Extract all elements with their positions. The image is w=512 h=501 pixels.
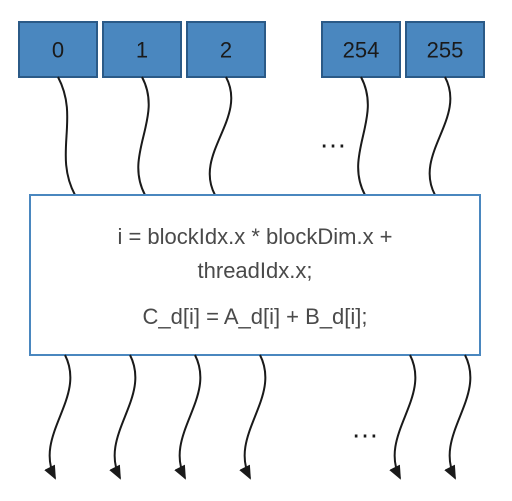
arrow-bottom-1 bbox=[115, 355, 136, 478]
thread-box-2-label: 2 bbox=[220, 37, 232, 62]
thread-box-255-label: 255 bbox=[427, 37, 464, 62]
ellipsis-top: … bbox=[319, 122, 347, 153]
arrow-bottom-0 bbox=[50, 355, 71, 478]
code-line-2: C_d[i] = A_d[i] + B_d[i]; bbox=[142, 304, 367, 329]
arrow-top-3 bbox=[358, 77, 368, 195]
arrow-bottom-3 bbox=[245, 355, 266, 478]
arrow-top-0 bbox=[58, 77, 75, 195]
code-line-1: threadIdx.x; bbox=[198, 258, 313, 283]
arrow-bottom-2 bbox=[180, 355, 201, 478]
arrow-top-2 bbox=[210, 77, 232, 195]
arrow-top-1 bbox=[138, 77, 148, 195]
arrow-bottom-4 bbox=[395, 355, 416, 478]
arrow-bottom-5 bbox=[450, 355, 471, 478]
arrow-top-4 bbox=[430, 77, 451, 195]
thread-box-0-label: 0 bbox=[52, 37, 64, 62]
code-line-0: i = blockIdx.x * blockDim.x + bbox=[117, 224, 392, 249]
cuda-thread-diagram: 0 1 2 254 255 … i = blockIdx.x * blockDim.x + t… bbox=[0, 0, 512, 501]
thread-box-1-label: 1 bbox=[136, 37, 148, 62]
ellipsis-bottom: … bbox=[351, 412, 379, 443]
thread-box-254-label: 254 bbox=[343, 37, 380, 62]
